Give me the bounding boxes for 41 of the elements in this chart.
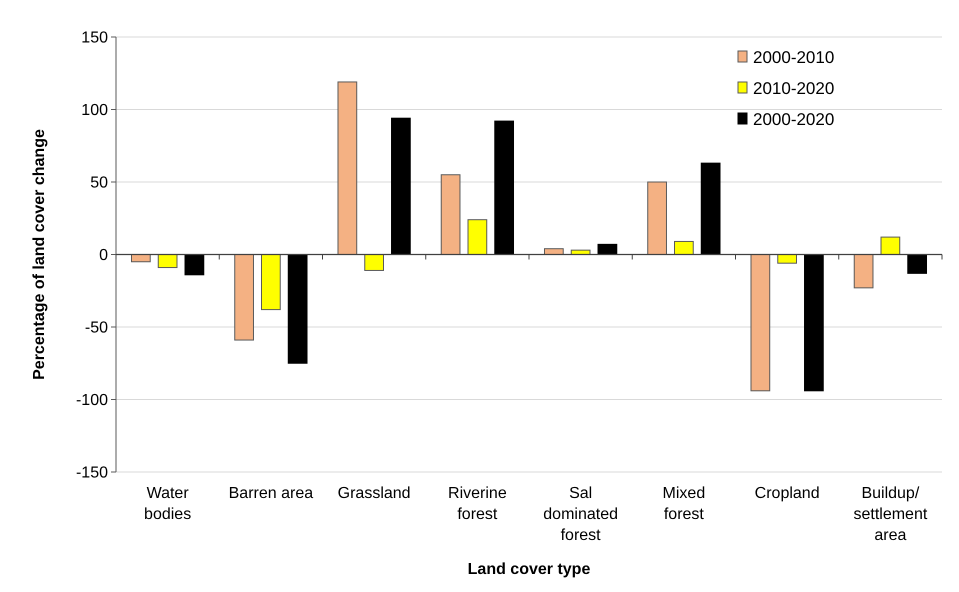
bar	[804, 254, 824, 392]
legend-label: 2010-2020	[753, 78, 834, 98]
bar	[184, 254, 204, 276]
y-tick-label: 100	[81, 102, 108, 120]
bar	[598, 244, 618, 255]
x-tick-label: Barren area	[228, 485, 314, 502]
bar	[700, 162, 721, 255]
bar	[647, 182, 667, 255]
bar	[234, 254, 254, 341]
y-tick-label: -100	[76, 392, 108, 410]
bar	[880, 236, 900, 255]
x-tick-label: Buildup/ settlement area	[853, 485, 928, 544]
bar	[854, 254, 874, 288]
bar	[364, 254, 384, 271]
y-tick-label: -150	[76, 464, 108, 482]
x-tick-label: Water bodies	[144, 485, 192, 523]
y-axis-title: Percentage of land cover change	[31, 129, 48, 380]
bar	[674, 240, 694, 255]
x-axis-title: Land cover type	[468, 561, 590, 578]
x-tick-label: Grassland	[338, 485, 411, 502]
y-tick-label: 0	[99, 247, 108, 264]
bar	[391, 118, 411, 255]
x-tick-label: Sal dominated forest	[543, 485, 618, 544]
legend-label: 2000-2020	[753, 110, 834, 129]
bar	[440, 174, 460, 255]
bar	[130, 254, 151, 262]
bar	[337, 81, 358, 255]
y-tick-label: 50	[90, 174, 108, 192]
bar	[468, 219, 488, 255]
y-tick-label: -50	[84, 320, 108, 337]
x-tick-label: Cropland	[754, 485, 820, 502]
bar	[750, 254, 770, 392]
bar	[907, 254, 928, 274]
bar	[261, 254, 281, 310]
y-tick-label: 150	[81, 30, 108, 47]
x-tick-label: Mixed forest	[662, 485, 706, 523]
bar	[288, 254, 308, 364]
legend-label: 2000-2010	[753, 48, 834, 67]
x-tick-label: Riverine forest	[448, 485, 507, 523]
bar	[158, 254, 178, 268]
bar	[494, 120, 514, 255]
